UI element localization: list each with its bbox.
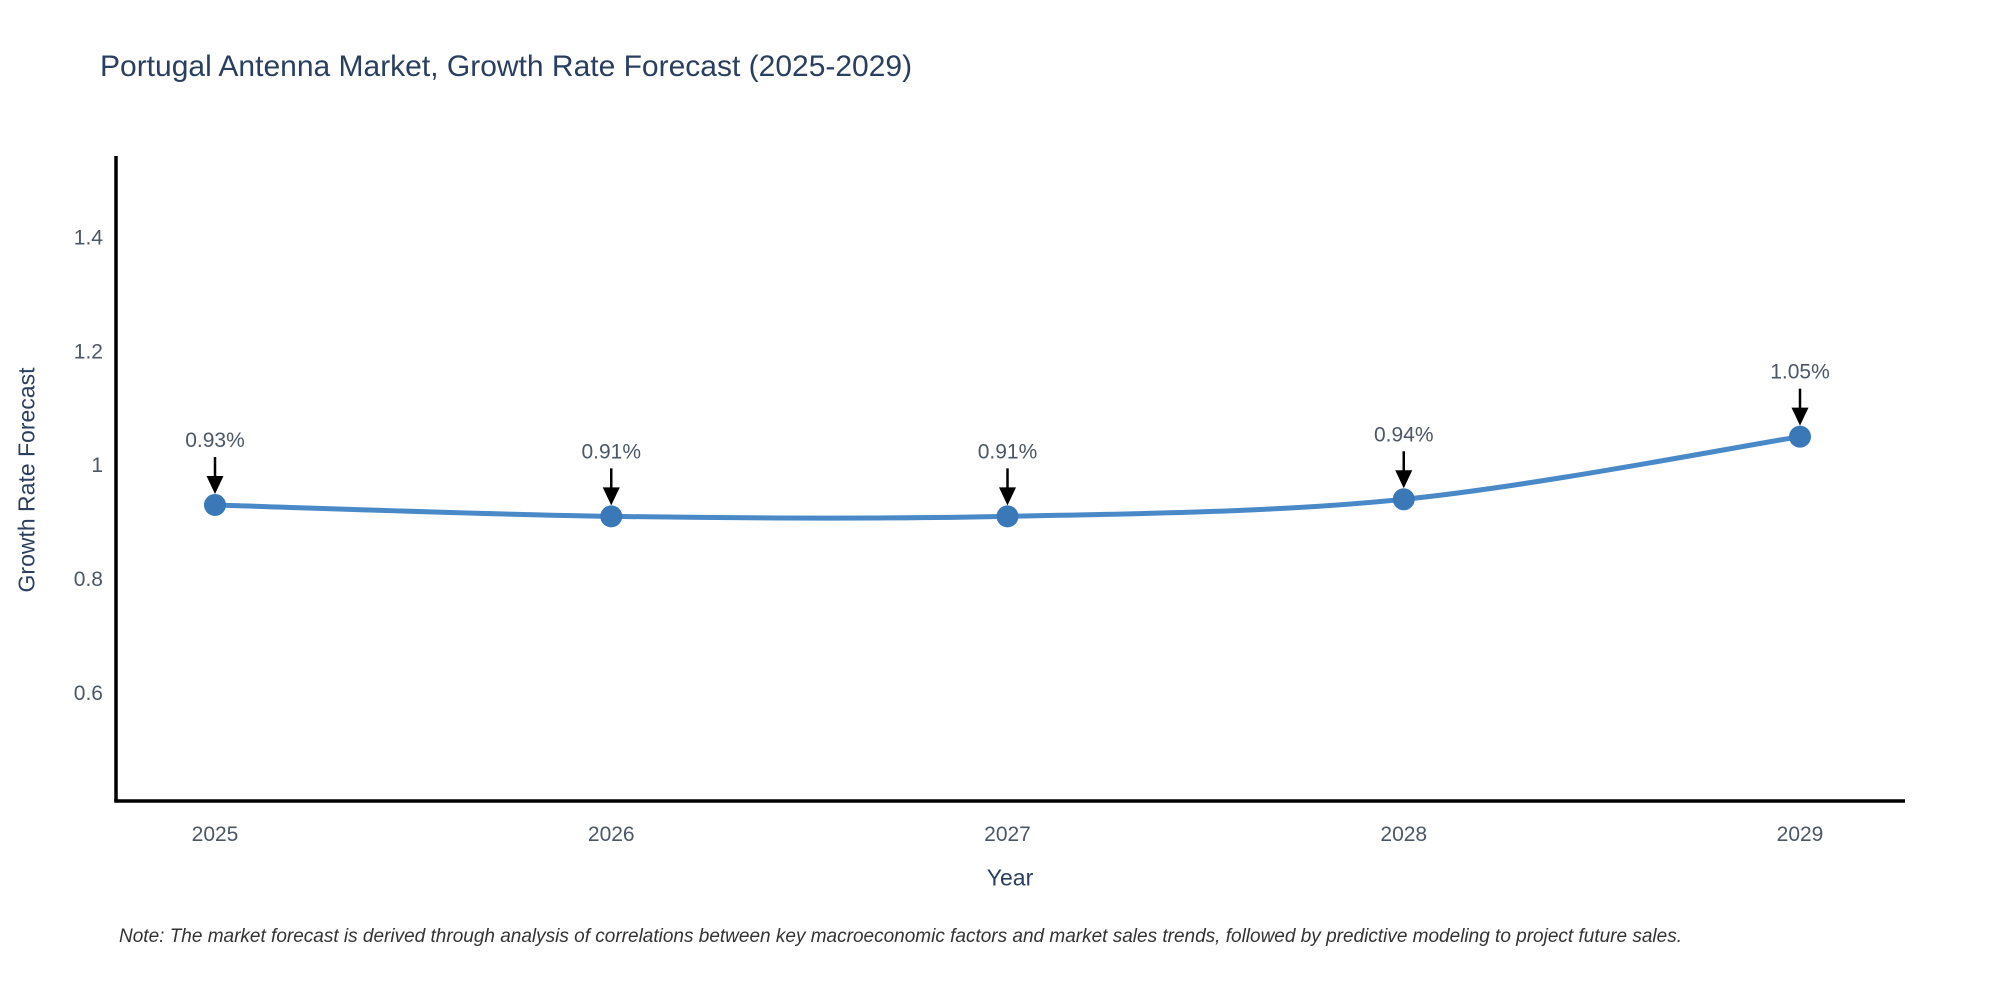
y-tick-label: 1.4 [74,226,104,249]
y-tick-label: 0.8 [74,568,103,591]
annotation-arrow-head [1395,470,1413,489]
x-tick-label: 2026 [588,823,635,846]
y-axis-title: Growth Rate Forecast [13,367,40,593]
data-point-label: 1.05% [1770,361,1830,384]
data-point-marker [204,493,226,516]
data-point-marker [996,505,1019,528]
y-tick-label: 1 [91,454,103,477]
annotation-arrow-head [999,487,1016,506]
data-point-label: 0.94% [1374,423,1434,446]
annotation-arrow-head [602,487,620,506]
data-point-marker [600,505,623,528]
x-tick-label: 2027 [984,823,1031,846]
y-tick-label: 1.2 [74,340,103,363]
data-point-marker [1789,425,1811,448]
data-point-label: 0.91% [978,440,1038,463]
chart-title: Portugal Antenna Market, Growth Rate For… [100,50,913,83]
annotation-arrow-head [1791,407,1809,426]
y-tick-label: 0.6 [74,682,103,705]
annotation-arrow-head [206,475,224,494]
data-point-label: 0.91% [581,440,641,463]
x-tick-label: 2025 [192,823,239,846]
x-tick-label: 2028 [1380,823,1427,846]
data-point-label: 0.93% [185,429,245,452]
footnote: Note: The market forecast is derived thr… [119,926,1682,947]
x-tick-label: 2029 [1777,823,1824,846]
data-point-marker [1392,488,1415,511]
x-axis-title: Year [986,864,1034,891]
